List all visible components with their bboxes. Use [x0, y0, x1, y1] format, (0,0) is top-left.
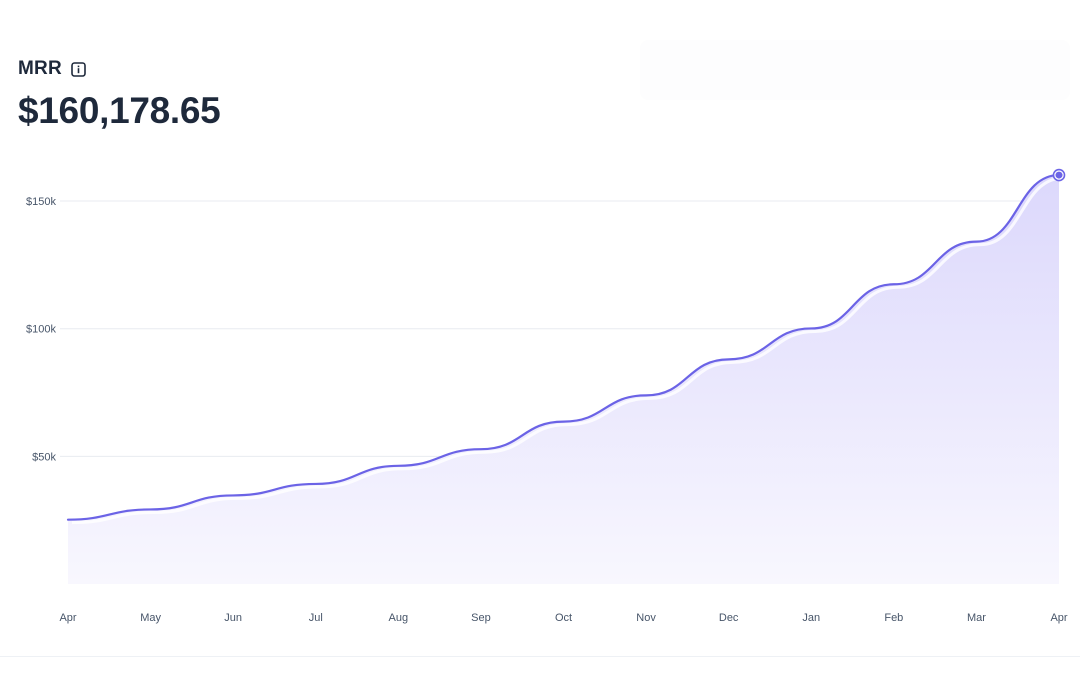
x-axis-labels: Apr May Jun Jul Aug Sep Oct Nov Dec Jan Feb Mar Apr: [59, 612, 1067, 624]
x-tick-label: Dec: [719, 612, 739, 624]
line-layer: [66, 173, 1064, 525]
y-tick-label: $100k: [26, 324, 56, 336]
x-tick-label: Sep: [471, 612, 491, 624]
x-tick-label: Feb: [884, 612, 903, 624]
x-tick-label: Apr: [59, 612, 76, 624]
x-tick-label: Apr: [1050, 612, 1067, 624]
y-tick-label: $50k: [32, 451, 56, 463]
x-tick-label: May: [140, 612, 161, 624]
y-axis-labels: $50k $100k $150k: [26, 196, 56, 463]
x-tick-label: Mar: [967, 612, 986, 624]
footer-divider: [0, 656, 1080, 657]
mrr-line: [66, 173, 1061, 521]
x-tick-label: Oct: [555, 612, 572, 624]
last-point[interactable]: [1055, 171, 1063, 179]
mrr-line-highlight: [71, 176, 1064, 525]
chart-svg: $50k $100k $150k Apr May Jun Jul Aug Sep Oct Nov D…: [26, 168, 1068, 624]
x-tick-label: Jan: [802, 612, 820, 624]
x-tick-label: Jun: [224, 612, 242, 624]
header-background-panel: [640, 40, 1070, 100]
x-tick-label: Nov: [636, 612, 656, 624]
mrr-chart: $50k $100k $150k Apr May Jun Jul Aug Sep Oct Nov D…: [0, 150, 1080, 640]
mrr-area: [68, 175, 1059, 584]
x-tick-label: Aug: [389, 612, 409, 624]
metric-title: MRR: [18, 58, 62, 79]
info-icon[interactable]: [71, 61, 86, 77]
metric-value: $160,178.65: [18, 90, 221, 131]
x-tick-label: Jul: [309, 612, 323, 624]
metric-header: MRR: [18, 58, 86, 80]
point-layer: [1052, 168, 1066, 182]
area-layer: [68, 175, 1059, 584]
y-tick-label: $150k: [26, 196, 56, 208]
